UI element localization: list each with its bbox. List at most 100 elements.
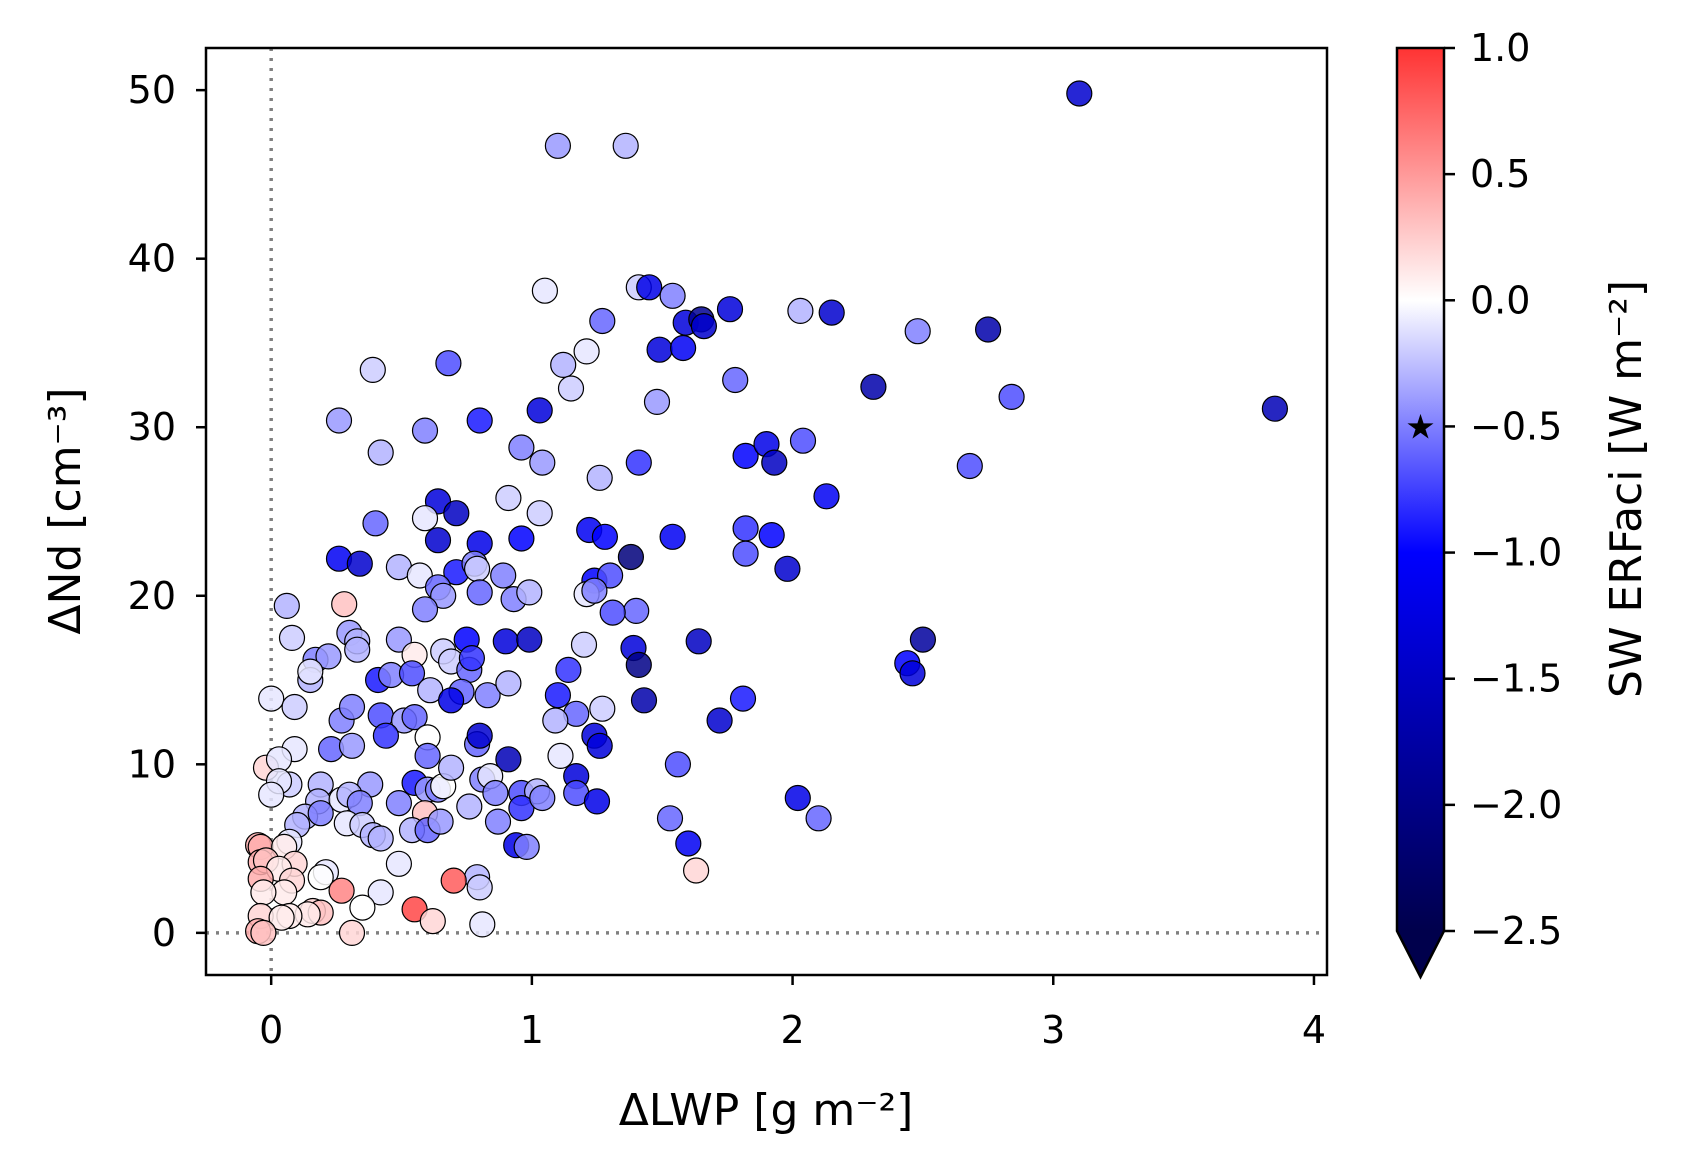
colorbar-extend-triangle <box>1397 931 1444 977</box>
scatter-point <box>338 732 366 759</box>
y-tick-label: 50 <box>128 68 176 112</box>
scatter-point <box>544 132 572 159</box>
scatter-point <box>586 464 613 491</box>
scatter-point <box>273 592 300 620</box>
scatter-point <box>456 793 483 820</box>
scatter-point <box>550 351 577 378</box>
scatter-point <box>490 562 517 589</box>
x-tick-label: 4 <box>1302 1008 1326 1052</box>
scatter-point <box>424 527 452 554</box>
colorbar-tick-label: −1.0 <box>1470 531 1562 575</box>
scatter-point <box>758 521 785 549</box>
y-tick-label: 30 <box>128 405 176 449</box>
scatter-point <box>646 336 673 363</box>
scatter-point <box>526 397 553 424</box>
x-axis-ticks: 0 1 2 3 4 <box>259 975 1326 1052</box>
scatter-point <box>414 742 441 770</box>
y-tick-label: 40 <box>128 237 176 281</box>
scatter-point <box>956 452 983 480</box>
scatter-point <box>682 857 710 884</box>
x-tick-label: 1 <box>520 1008 544 1052</box>
scatter-point <box>784 784 811 812</box>
plot-frame <box>204 46 1329 977</box>
scatter-point <box>427 808 454 835</box>
scatter-point <box>732 540 759 567</box>
x-tick-label: 2 <box>780 1008 804 1052</box>
scatter-point <box>419 907 446 935</box>
scatter-point <box>586 732 613 759</box>
scatter-point <box>659 523 686 550</box>
colorbar-tick-label: 0.0 <box>1470 278 1530 322</box>
colorbar-tick-label: 0.5 <box>1470 152 1530 196</box>
scatter-point <box>466 407 493 434</box>
scatter-point <box>1261 395 1289 422</box>
scatter-point <box>438 687 465 714</box>
scatter-point <box>774 555 801 582</box>
scatter-point <box>464 555 491 582</box>
scatter-point <box>268 904 295 931</box>
scatter-point <box>573 338 600 365</box>
y-tick-label: 20 <box>128 574 176 618</box>
scatter-point <box>716 296 744 323</box>
colorbar-tick-label: −1.5 <box>1470 657 1562 701</box>
scatter-point <box>435 350 462 377</box>
scatter-point <box>589 695 616 722</box>
scatter-point <box>443 500 470 527</box>
scatter-point <box>974 316 1002 343</box>
scatter-point <box>466 722 493 749</box>
scatter-point <box>513 833 540 861</box>
scatter-point <box>495 670 522 697</box>
scatter-point <box>531 277 559 304</box>
scatter-point <box>625 449 652 476</box>
scatter-point <box>265 746 293 773</box>
x-axis-label: ΔLWP [g m⁻²] <box>619 1085 914 1136</box>
scatter-point <box>583 788 611 815</box>
scatter-point <box>349 894 376 921</box>
scatter-point <box>438 754 465 781</box>
colorbar-tick-label: −0.5 <box>1470 404 1562 448</box>
scatter-point <box>367 879 394 906</box>
scatter-point <box>495 746 522 773</box>
scatter-point <box>589 307 616 335</box>
scatter-point <box>385 850 412 877</box>
scatter-point <box>466 874 493 901</box>
scatter-point <box>508 525 535 552</box>
colorbar-label: SW ERFaci [W m⁻²] <box>1601 280 1652 698</box>
y-axis-ticks: 0 10 20 30 40 50 <box>128 68 206 955</box>
scatter-point <box>555 656 582 684</box>
x-tick-label: 3 <box>1041 1008 1065 1052</box>
colorbar-star-marker: ★ <box>1405 407 1435 447</box>
scatter-point <box>570 631 598 658</box>
scatter-point <box>492 628 519 655</box>
y-tick-label: 0 <box>152 911 176 955</box>
scatter-point <box>344 636 371 663</box>
scatter-point <box>818 299 845 326</box>
scatter-point <box>612 132 639 159</box>
scatter-point <box>690 313 718 340</box>
scatter-point <box>729 685 757 712</box>
x-tick-label: 0 <box>259 1008 283 1052</box>
scatter-point <box>372 722 399 749</box>
scatter-point <box>732 515 759 542</box>
scatter-point <box>508 434 535 461</box>
colorbar-tick-label: −2.0 <box>1470 783 1562 827</box>
scatter-point <box>860 373 887 400</box>
scatter-point <box>367 439 394 466</box>
colorbar-tick-label: −2.5 <box>1470 909 1562 953</box>
y-tick-label: 10 <box>128 742 176 786</box>
scatter-point <box>482 779 509 807</box>
scatter-point <box>315 643 342 670</box>
colorbar-tick-label: 1.0 <box>1470 26 1530 70</box>
scatter-point <box>685 628 712 655</box>
scatter-point <box>458 644 485 672</box>
scatter-point <box>417 677 444 704</box>
scatter-point <box>904 318 931 345</box>
scatter-point <box>526 500 553 527</box>
scatter-point <box>630 687 658 714</box>
scatter-point <box>557 375 585 402</box>
scatter-point <box>469 911 496 938</box>
scatter-point <box>258 781 285 808</box>
scatter-point <box>636 274 663 301</box>
scatter-point <box>591 523 619 550</box>
